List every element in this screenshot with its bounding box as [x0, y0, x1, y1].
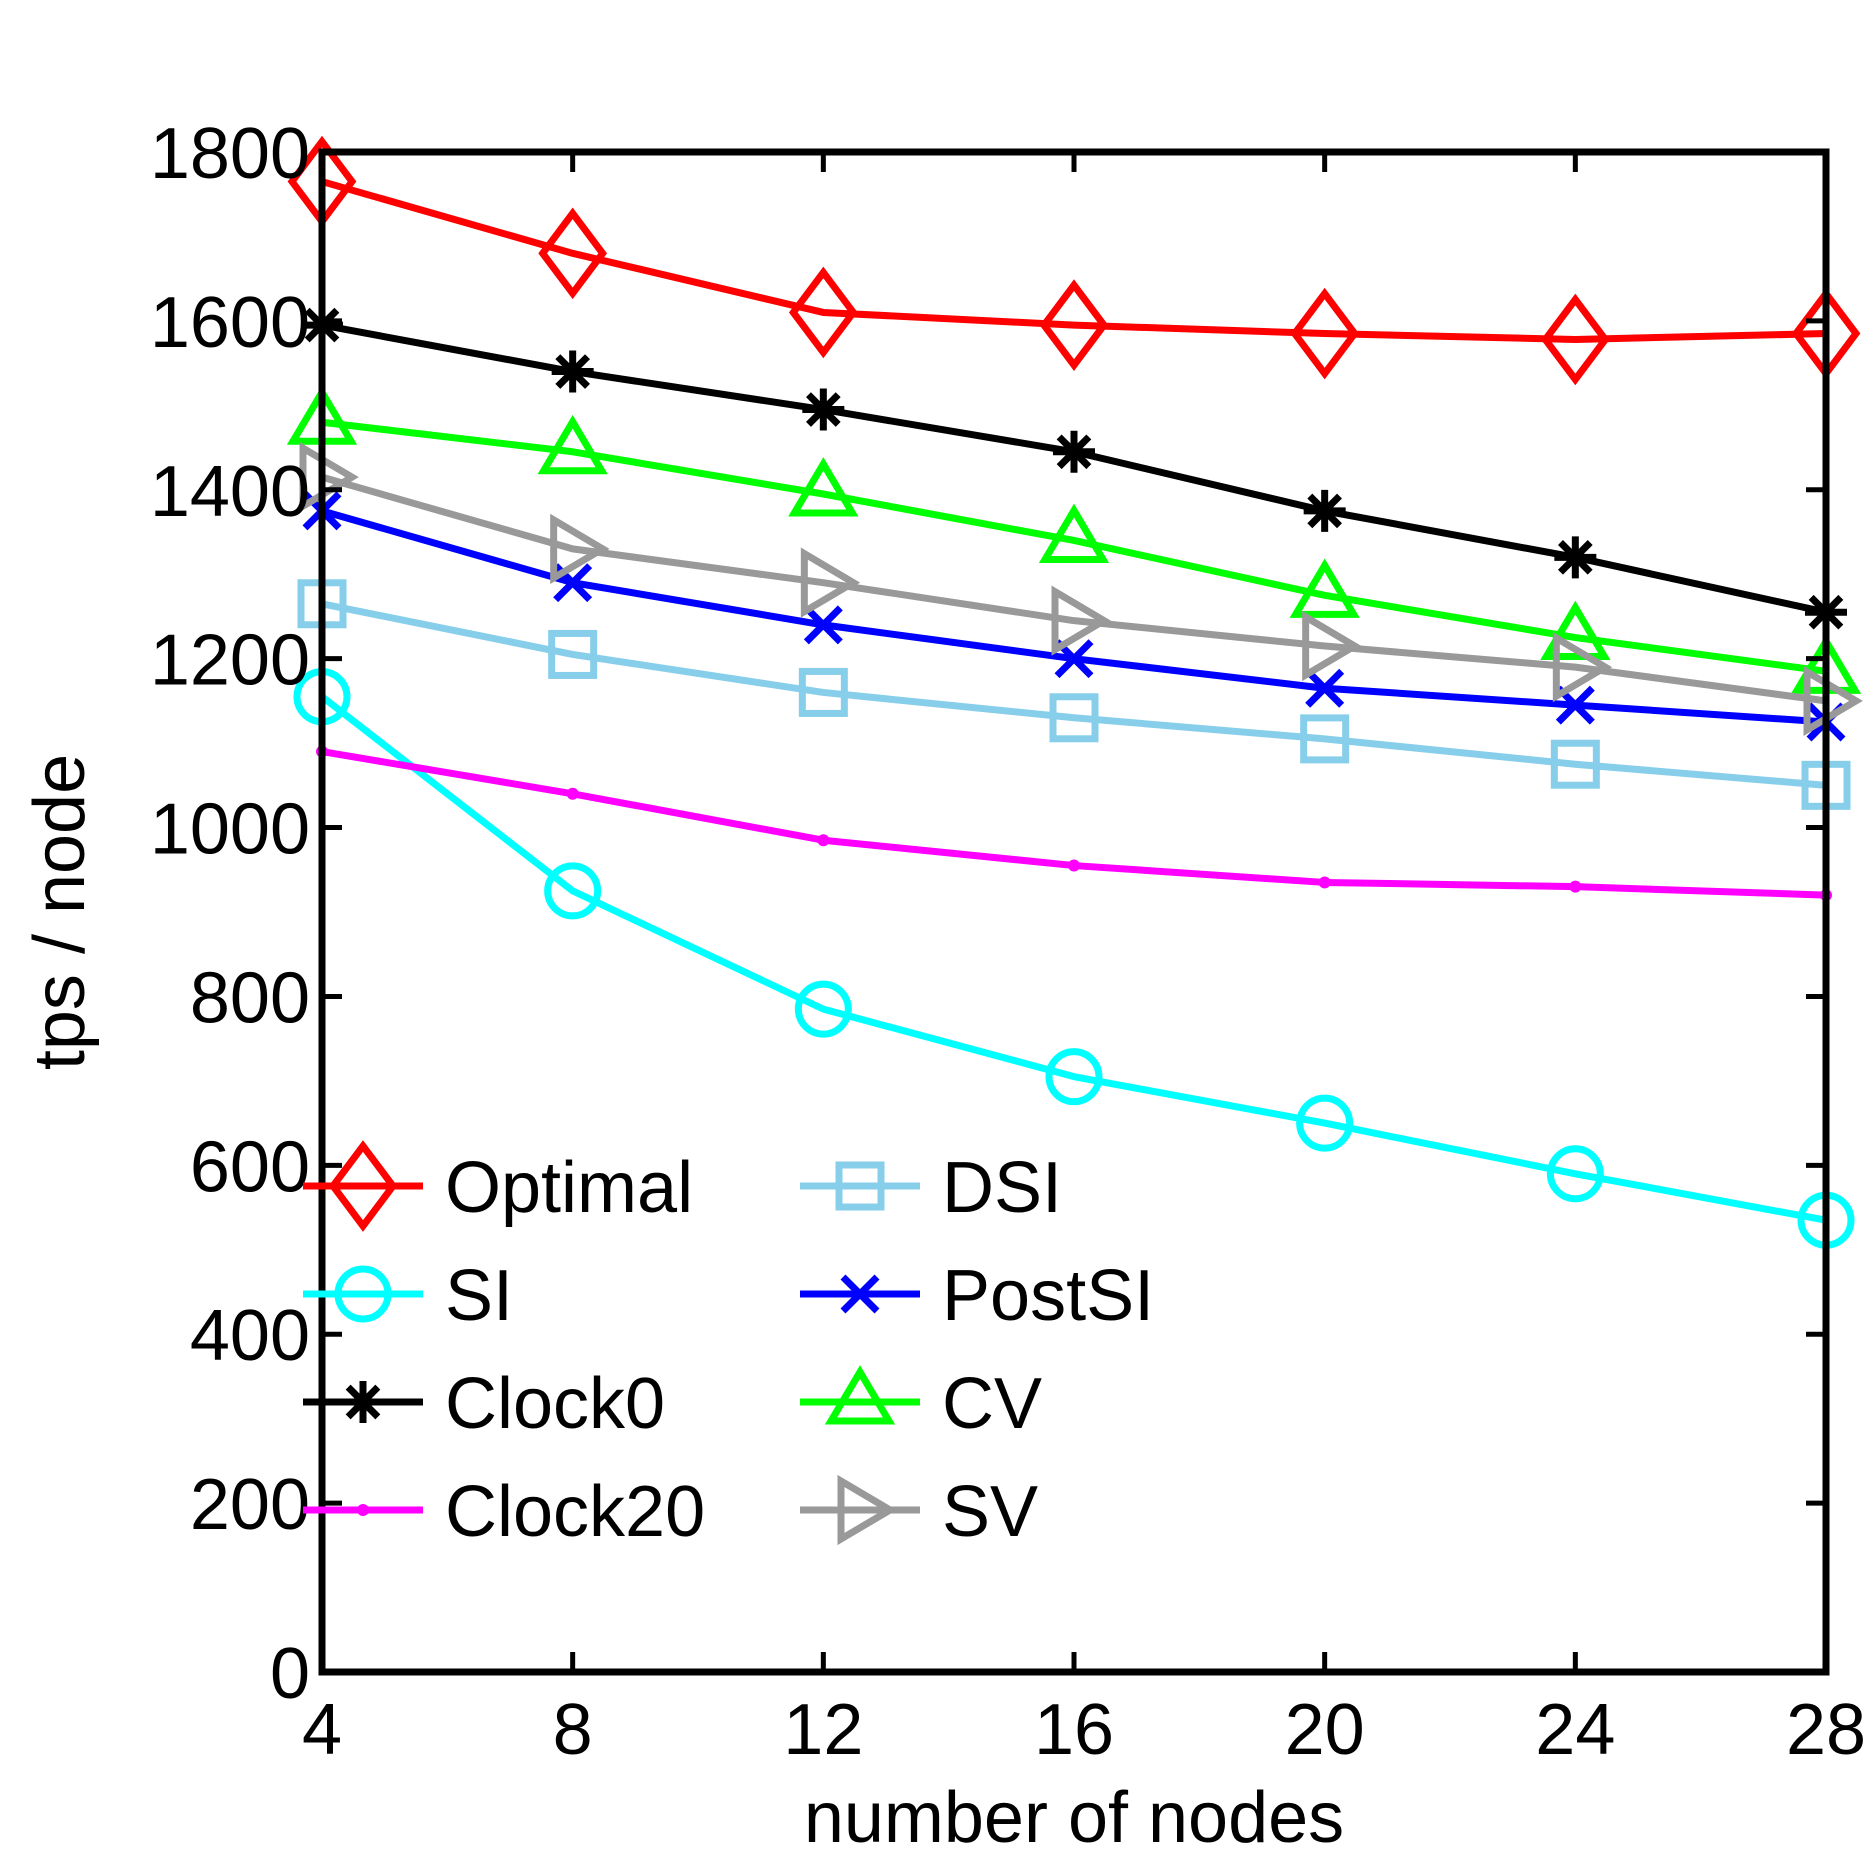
point-sv-12 — [800, 547, 861, 618]
series-clock0 — [301, 304, 1847, 634]
point-optimal-24 — [1540, 293, 1610, 386]
y-tick-label: 200 — [190, 1465, 310, 1545]
legend-label: SV — [942, 1472, 1038, 1552]
point-optimal-20 — [1290, 287, 1360, 380]
x-tick-label: 4 — [302, 1690, 342, 1770]
point-dsi-12 — [798, 667, 848, 717]
legend-marker-clock0 — [342, 1381, 384, 1423]
y-tick-label: 800 — [190, 958, 310, 1038]
legend-label: Optimal — [445, 1148, 693, 1228]
x-tick-label: 28 — [1786, 1690, 1866, 1770]
point-si-24 — [1546, 1145, 1604, 1203]
series-line-si — [319, 693, 1827, 1224]
y-axis-title: tps / node — [20, 754, 100, 1070]
legend-item-clock0: Clock0 — [303, 1364, 665, 1444]
series-cv — [286, 385, 1862, 694]
series-line-optimal — [321, 178, 1827, 343]
y-tick-label: 600 — [190, 1127, 310, 1207]
legend-marker-optimal — [328, 1140, 398, 1232]
series-line-sv — [321, 473, 1827, 705]
legend-item-clock20: Clock20 — [303, 1472, 705, 1552]
point-clock0-8 — [551, 350, 594, 393]
point-clock20-20 — [1318, 876, 1331, 889]
point-cv-24 — [1540, 600, 1611, 661]
series-line-cv — [321, 418, 1827, 675]
point-optimal-8 — [538, 207, 608, 300]
point-clock0-24 — [1554, 536, 1597, 579]
x-tick-label: 16 — [1034, 1690, 1114, 1770]
series-sv — [299, 441, 1863, 737]
point-postsi-12 — [803, 605, 843, 645]
point-clock20-12 — [817, 834, 830, 847]
legend-marker-clock20 — [357, 1504, 369, 1516]
point-sv-16 — [1051, 585, 1111, 656]
series-dsi — [297, 579, 1851, 810]
point-sv-28 — [1803, 665, 1863, 737]
point-cv-12 — [788, 457, 859, 517]
point-clock20-8 — [566, 787, 579, 800]
legend-marker-si — [334, 1265, 392, 1323]
legend-item-cv: CV — [800, 1364, 1042, 1444]
y-tick-label: 1200 — [150, 621, 310, 701]
x-tick-label: 24 — [1535, 1690, 1615, 1770]
legend-marker-sv — [837, 1474, 897, 1546]
point-clock20-24 — [1569, 880, 1582, 893]
series-postsi — [302, 491, 1846, 742]
legend-label: Clock0 — [445, 1364, 665, 1444]
ticks-layer: 4 8 12 16 20 24 28 0 200 400 600 800 1000 1200 1400 160… — [150, 114, 1866, 1770]
point-cv-16 — [1038, 503, 1110, 563]
y-tick-label: 1000 — [150, 790, 310, 870]
series-layer — [286, 135, 1863, 1249]
y-tick-label: 400 — [190, 1296, 310, 1376]
point-clock0-20 — [1303, 489, 1346, 532]
point-dsi-16 — [1049, 693, 1099, 743]
legend-item-optimal: Optimal — [303, 1140, 693, 1232]
point-optimal-12 — [788, 266, 858, 359]
legend: Optimal SI Clock0 Clock20 DSI PostSI CV SV — [303, 1140, 1154, 1552]
point-si-8 — [544, 862, 602, 920]
legend-marker-cv — [824, 1365, 896, 1425]
series-optimal — [287, 135, 1861, 386]
point-postsi-20 — [1305, 668, 1345, 708]
y-tick-label: 1400 — [150, 452, 310, 532]
point-sv-8 — [550, 513, 610, 585]
point-si-12 — [794, 980, 852, 1038]
x-tick-label: 12 — [783, 1690, 863, 1770]
point-sv-24 — [1552, 631, 1613, 703]
point-clock0-16 — [1053, 430, 1095, 473]
y-tick-label: 0 — [270, 1634, 310, 1714]
legend-label: DSI — [942, 1148, 1062, 1228]
point-dsi-20 — [1300, 714, 1350, 764]
x-tick-label: 20 — [1285, 1690, 1365, 1770]
x-tick-label: 8 — [553, 1690, 593, 1770]
point-optimal-16 — [1039, 279, 1109, 371]
y-tick-label: 1800 — [150, 114, 310, 194]
legend-item-postsi: PostSI — [800, 1256, 1154, 1336]
x-axis-title: number of nodes — [804, 1778, 1344, 1858]
point-dsi-8 — [548, 629, 598, 679]
point-dsi-24 — [1550, 739, 1600, 789]
legend-label: Clock20 — [445, 1472, 705, 1552]
legend-marker-dsi — [835, 1161, 885, 1211]
legend-marker-postsi — [840, 1274, 880, 1314]
plot-frame — [318, 148, 1830, 1676]
point-si-20 — [1296, 1094, 1354, 1152]
series-line-dsi — [321, 600, 1827, 789]
legend-label: SI — [445, 1256, 513, 1336]
point-clock20-16 — [1068, 859, 1080, 872]
point-sv-20 — [1302, 610, 1362, 682]
legend-item-dsi: DSI — [800, 1148, 1062, 1228]
point-cv-8 — [537, 414, 608, 475]
point-clock0-12 — [802, 388, 845, 431]
legend-label: PostSI — [942, 1256, 1154, 1336]
point-si-16 — [1045, 1048, 1103, 1106]
point-cv-20 — [1289, 558, 1360, 618]
legend-label: CV — [942, 1364, 1042, 1444]
legend-item-sv: SV — [800, 1472, 1038, 1552]
legend-item-si: SI — [303, 1256, 513, 1336]
y-tick-label: 1600 — [150, 283, 310, 363]
